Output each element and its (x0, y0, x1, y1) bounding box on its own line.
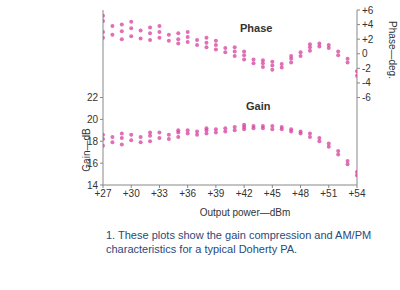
svg-text:-4: -4 (362, 77, 371, 88)
svg-text:+45: +45 (264, 188, 281, 199)
svg-text:+36: +36 (179, 188, 196, 199)
svg-text:-6: -6 (362, 92, 371, 103)
svg-text:+48: +48 (292, 188, 309, 199)
svg-text:22: 22 (87, 92, 99, 103)
svg-text:0: 0 (362, 48, 368, 59)
svg-text:+39: +39 (207, 188, 224, 199)
svg-text:14: 14 (87, 180, 99, 191)
svg-text:+6: +6 (362, 5, 374, 16)
svg-text:+51: +51 (320, 188, 337, 199)
svg-text:+30: +30 (123, 188, 140, 199)
svg-text:+4: +4 (362, 19, 374, 30)
svg-text:+2: +2 (362, 34, 374, 45)
svg-text:+42: +42 (236, 188, 253, 199)
svg-text:+33: +33 (151, 188, 168, 199)
svg-text:20: 20 (87, 114, 99, 125)
svg-text:-2: -2 (362, 63, 371, 74)
svg-text:+54: +54 (349, 188, 366, 199)
